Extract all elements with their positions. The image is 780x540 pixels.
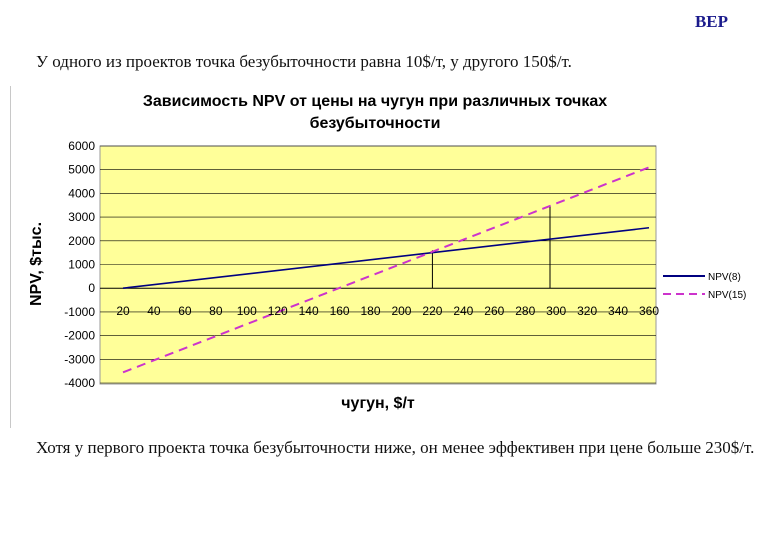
x-tick-label: 140 (299, 304, 319, 318)
legend-label: NPV(8) (708, 272, 741, 283)
chart-title-line-1: Зависимость NPV от цены на чугун при раз… (143, 93, 607, 110)
x-tick-label: 60 (178, 304, 192, 318)
chart-title-line-2: безубыточности (310, 115, 441, 132)
x-tick-label: 320 (577, 304, 597, 318)
x-axis-label: чугун, $/т (341, 395, 415, 412)
y-tick-label: -3000 (64, 352, 95, 366)
y-tick-label: -2000 (64, 329, 95, 343)
x-tick-label: 160 (330, 304, 350, 318)
x-tick-label: 300 (546, 304, 566, 318)
x-tick-label: 200 (391, 304, 411, 318)
y-tick-label: -4000 (64, 376, 95, 390)
grid-lines (100, 145, 656, 384)
legend-label: NPV(15) (708, 290, 746, 301)
x-tick-label: 80 (209, 304, 223, 318)
x-tick-label: 20 (116, 304, 130, 318)
x-tick-label: 220 (422, 304, 442, 318)
x-tick-label: 260 (484, 304, 504, 318)
x-tick-label: 360 (639, 304, 659, 318)
x-tick-labels: 20 40 60 80 100 120 140 160 180 200 220 240 260 280 30… (116, 304, 659, 318)
conclusion-text: Хотя у первого проекта точка безубыточно… (36, 438, 755, 457)
npv-chart: Зависимость NPV от цены на чугун при раз… (28, 93, 746, 412)
x-tick-label: 120 (268, 304, 288, 318)
x-tick-label: 340 (608, 304, 628, 318)
y-tick-label: 4000 (68, 186, 95, 200)
intro-text: У одного из проектов точка безубыточност… (36, 52, 572, 71)
chart-container: Зависимость NPV от цены на чугун при раз… (10, 86, 751, 428)
y-tick-label: 0 (88, 281, 95, 295)
y-tick-labels: 6000 5000 4000 3000 2000 1000 0 -1000 -2000 -3000… (64, 139, 95, 390)
series-line-solid (122, 226, 650, 289)
y-tick-label: 6000 (68, 139, 95, 153)
y-tick-label: 5000 (68, 163, 95, 177)
series-lines (122, 166, 650, 374)
x-tick-label: 180 (361, 304, 381, 318)
legend: NPV(8) NPV(15) (663, 272, 746, 301)
y-tick-label: 3000 (68, 210, 95, 224)
y-tick-label: 2000 (68, 234, 95, 248)
marker-lines (431, 206, 551, 289)
x-tick-label: 280 (515, 304, 535, 318)
slide-tag: BEP (694, 12, 728, 31)
y-axis-label: NPV, $тыс. (28, 222, 45, 306)
series-line-dashed (122, 166, 650, 374)
y-tick-label: 1000 (68, 258, 95, 272)
x-tick-label: 240 (453, 304, 473, 318)
x-tick-label: 40 (147, 304, 161, 318)
x-tick-label: 100 (237, 304, 257, 318)
y-tick-label: -1000 (64, 305, 95, 319)
